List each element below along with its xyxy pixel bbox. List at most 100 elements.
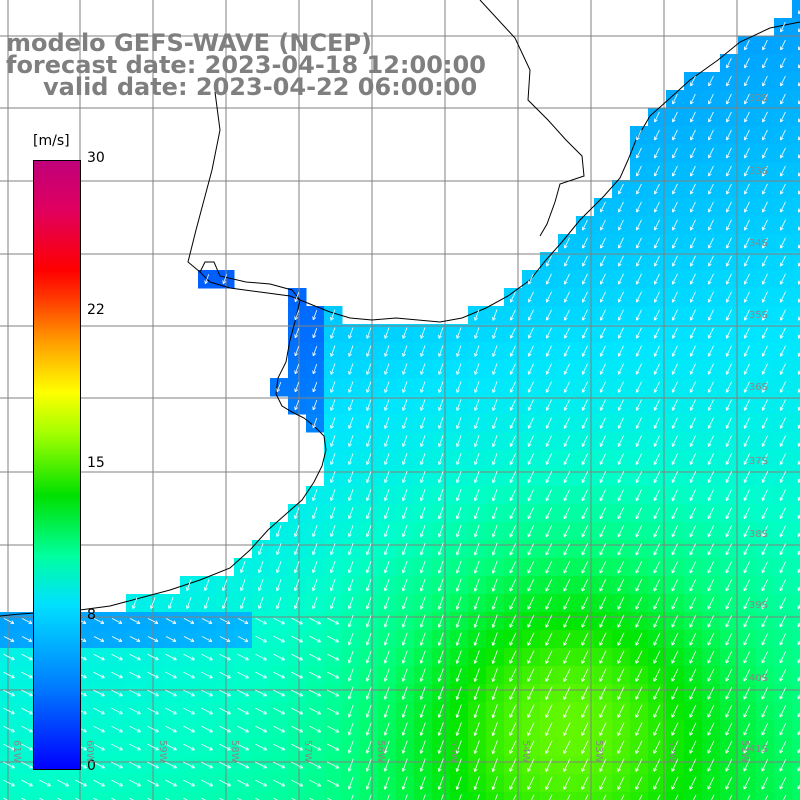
wind-arrow xyxy=(456,435,462,447)
wind-arrow xyxy=(309,707,322,715)
wind-cell xyxy=(126,792,145,800)
wind-arrow xyxy=(420,417,426,429)
wind-arrow xyxy=(401,489,408,502)
wind-arrow xyxy=(237,743,249,751)
wind-arrow xyxy=(509,381,516,393)
wind-arrow xyxy=(671,578,679,592)
wind-arrow xyxy=(743,183,750,195)
wind-arrow xyxy=(383,578,390,592)
wind-arrow xyxy=(563,650,571,664)
wind-arrow xyxy=(581,309,588,321)
colorbar-tick: 0 xyxy=(87,758,96,774)
wind-arrow xyxy=(617,614,625,628)
wind-arrow xyxy=(761,399,768,411)
wind-arrow xyxy=(653,722,661,736)
wind-arrow xyxy=(671,489,679,501)
wind-arrow xyxy=(761,579,769,592)
wind-arrow xyxy=(312,310,318,321)
wind-arrow xyxy=(545,668,553,682)
wind-arrow xyxy=(183,689,195,697)
wind-arrow xyxy=(617,507,625,520)
wind-arrow xyxy=(545,614,553,628)
wind-arrow xyxy=(689,578,697,592)
lon-label: 55W xyxy=(448,740,459,763)
wind-arrow xyxy=(509,471,517,483)
wind-arrow xyxy=(383,525,390,538)
wind-arrow xyxy=(725,596,733,610)
wind-arrow xyxy=(725,686,733,700)
wind-arrow xyxy=(437,740,444,754)
wind-arrow xyxy=(743,776,751,790)
wind-arrow xyxy=(599,704,607,718)
wind-arrow xyxy=(707,543,715,556)
wind-arrow xyxy=(240,561,246,573)
wind-arrow xyxy=(581,632,589,646)
wind-arrow xyxy=(761,525,769,537)
wind-arrow xyxy=(761,165,768,177)
wind-arrow xyxy=(527,363,534,375)
wind-arrow xyxy=(293,597,300,610)
wind-arrow xyxy=(563,453,571,465)
wind-arrow xyxy=(761,543,769,556)
wind-arrow xyxy=(707,435,715,447)
wind-arrow xyxy=(237,636,249,643)
wind-arrow xyxy=(509,668,517,682)
wind-arrow xyxy=(779,165,786,177)
wind-arrow xyxy=(707,381,714,393)
wind-cell xyxy=(792,342,800,361)
wind-arrow xyxy=(725,381,732,393)
wind-arrow xyxy=(455,740,462,754)
wind-arrow xyxy=(183,797,188,800)
wind-arrow xyxy=(201,779,213,787)
wind-arrow xyxy=(129,797,134,800)
wind-arrow xyxy=(635,453,643,465)
wind-arrow xyxy=(707,758,715,772)
wind-arrow xyxy=(780,75,786,87)
wind-arrow xyxy=(743,596,751,610)
wind-arrow xyxy=(219,707,231,715)
wind-cell xyxy=(630,792,649,800)
wind-arrow xyxy=(527,417,534,429)
wind-cell xyxy=(792,558,800,577)
wind-arrow xyxy=(599,560,607,574)
wind-arrow xyxy=(725,345,732,357)
wind-arrow xyxy=(366,453,372,465)
wind-arrow xyxy=(599,489,607,502)
wind-arrow xyxy=(219,743,231,751)
wind-arrow xyxy=(581,722,589,736)
wind-arrow xyxy=(563,524,571,538)
wind-arrow xyxy=(347,525,354,538)
wind-arrow xyxy=(402,453,408,465)
wind-arrow xyxy=(599,309,606,321)
colorbar-tick: 30 xyxy=(87,150,105,166)
wind-arrow xyxy=(635,722,643,736)
wind-arrow xyxy=(201,743,213,751)
wind-arrow xyxy=(765,794,769,800)
lat-label: 39S xyxy=(748,600,768,611)
wind-arrow xyxy=(491,542,498,556)
wind-arrow xyxy=(402,435,408,447)
wind-arrow xyxy=(294,292,300,303)
wind-arrow xyxy=(635,704,643,718)
wind-arrow xyxy=(657,794,661,800)
wind-arrow xyxy=(257,561,264,574)
wind-arrow xyxy=(347,596,354,610)
wind-arrow xyxy=(255,635,267,643)
wind-arrow xyxy=(617,201,624,213)
wind-cell xyxy=(756,792,775,800)
wind-arrow xyxy=(779,273,786,285)
wind-arrow xyxy=(653,740,661,754)
lat-label: 40S xyxy=(748,673,768,684)
wind-arrow xyxy=(168,597,174,609)
wind-arrow xyxy=(527,614,535,628)
wind-arrow xyxy=(237,779,250,787)
wind-arrow xyxy=(689,758,697,772)
wind-arrow xyxy=(294,328,300,339)
wind-arrow xyxy=(419,668,426,682)
lon-label: 61W xyxy=(11,740,22,763)
wind-arrow xyxy=(309,761,322,769)
wind-arrow xyxy=(165,707,177,715)
wind-cell xyxy=(234,792,253,800)
wind-arrow xyxy=(384,399,390,411)
wind-arrow xyxy=(509,560,517,574)
